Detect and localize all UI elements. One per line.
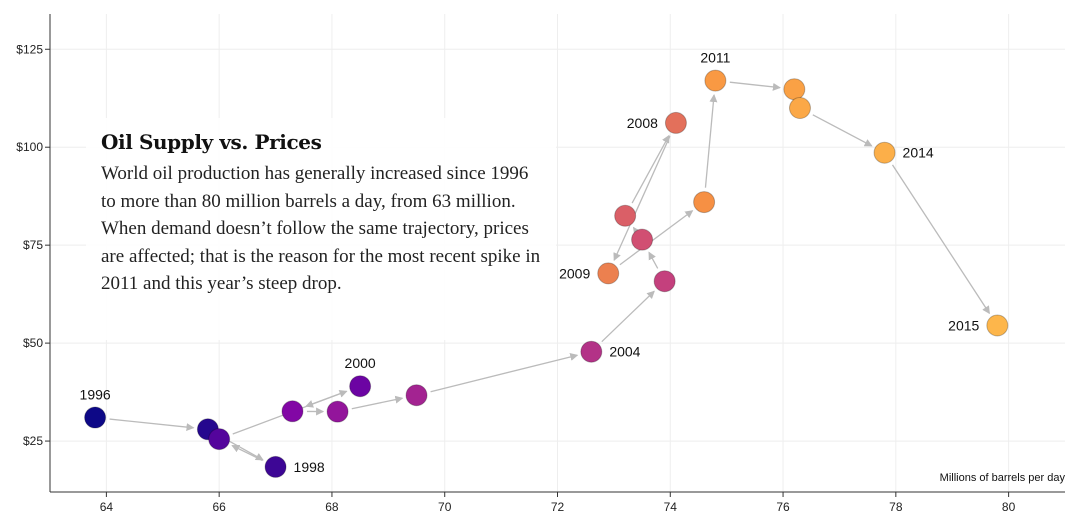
arrow-2008-2009 bbox=[613, 135, 671, 262]
arrow-2005-2006 bbox=[648, 251, 659, 269]
arrow-2014-2015 bbox=[891, 164, 990, 315]
x-tick-label: 78 bbox=[889, 500, 903, 514]
annotation-box: Oil Supply vs. Prices World oil producti… bbox=[86, 118, 556, 340]
year-label-2008: 2008 bbox=[627, 115, 658, 131]
x-tick-label: 66 bbox=[212, 500, 226, 514]
arrow-2004-2005 bbox=[601, 290, 655, 343]
arrow-2000-2001 bbox=[305, 390, 347, 408]
x-axis-unit-label: Millions of barrels per day bbox=[940, 472, 1066, 484]
year-label-1996: 1996 bbox=[80, 387, 111, 403]
point-2009 bbox=[597, 262, 620, 285]
y-tick-label: $100 bbox=[16, 140, 43, 154]
data-points bbox=[84, 69, 1009, 478]
point-1998 bbox=[264, 455, 287, 478]
point-2013 bbox=[788, 97, 811, 120]
year-label-2011: 2011 bbox=[700, 50, 730, 66]
year-label-2015: 2015 bbox=[948, 317, 979, 333]
point-2006 bbox=[631, 228, 654, 251]
point-2005 bbox=[653, 270, 676, 293]
arrow-2007-2008 bbox=[631, 134, 670, 204]
x-tick-label: 80 bbox=[1002, 500, 1016, 514]
point-2003 bbox=[405, 384, 428, 407]
point-2010 bbox=[693, 191, 716, 214]
arrow-2002-2003 bbox=[351, 395, 404, 410]
year-label-2014: 2014 bbox=[903, 145, 934, 161]
x-tick-label: 70 bbox=[438, 500, 452, 514]
arrow-1998-1999 bbox=[231, 444, 263, 462]
x-tick-label: 64 bbox=[100, 500, 114, 514]
x-tick-label: 68 bbox=[325, 500, 339, 514]
axes: 64 66 68 70 72 74 76 78 80 $25 $50 $75 $100 $125 bbox=[16, 14, 1065, 514]
year-label-1998: 1998 bbox=[294, 459, 325, 475]
chart-title: Oil Supply vs. Prices bbox=[101, 130, 322, 154]
year-label-2009: 2009 bbox=[559, 265, 590, 281]
point-2014 bbox=[873, 141, 896, 164]
year-labels: 1996 1998 2000 2004 2008 2009 2011 2014 2015 bbox=[80, 50, 980, 475]
point-2011 bbox=[704, 69, 727, 92]
y-tick-label: $75 bbox=[23, 238, 43, 252]
arrow-2009-2010 bbox=[619, 210, 694, 266]
point-2007 bbox=[614, 204, 637, 227]
arrow-2010-2011 bbox=[704, 94, 718, 188]
y-tick-label: $125 bbox=[16, 42, 43, 56]
point-2008 bbox=[664, 111, 687, 134]
point-2000 bbox=[349, 375, 372, 398]
y-tick-label: $50 bbox=[23, 336, 43, 350]
arrow-2011-2012 bbox=[729, 81, 781, 91]
year-label-2000: 2000 bbox=[345, 355, 376, 371]
arrow-1996-1997 bbox=[109, 418, 195, 432]
point-2004 bbox=[580, 340, 603, 363]
x-tick-label: 72 bbox=[551, 500, 565, 514]
point-1999 bbox=[208, 428, 231, 451]
point-2001 bbox=[281, 400, 304, 423]
point-2012 bbox=[783, 78, 806, 101]
point-2002 bbox=[326, 400, 349, 423]
y-tick-label: $25 bbox=[23, 434, 43, 448]
arrow-2003-2004 bbox=[430, 353, 579, 393]
arrow-2013-2014 bbox=[812, 114, 873, 147]
x-tick-label: 74 bbox=[664, 500, 678, 514]
point-1996 bbox=[84, 406, 107, 429]
year-label-2004: 2004 bbox=[609, 344, 640, 360]
trajectory-arrows bbox=[109, 81, 990, 462]
point-2015 bbox=[986, 314, 1009, 337]
x-tick-label: 76 bbox=[776, 500, 790, 514]
chart-description: World oil production has generally incre… bbox=[101, 163, 541, 294]
